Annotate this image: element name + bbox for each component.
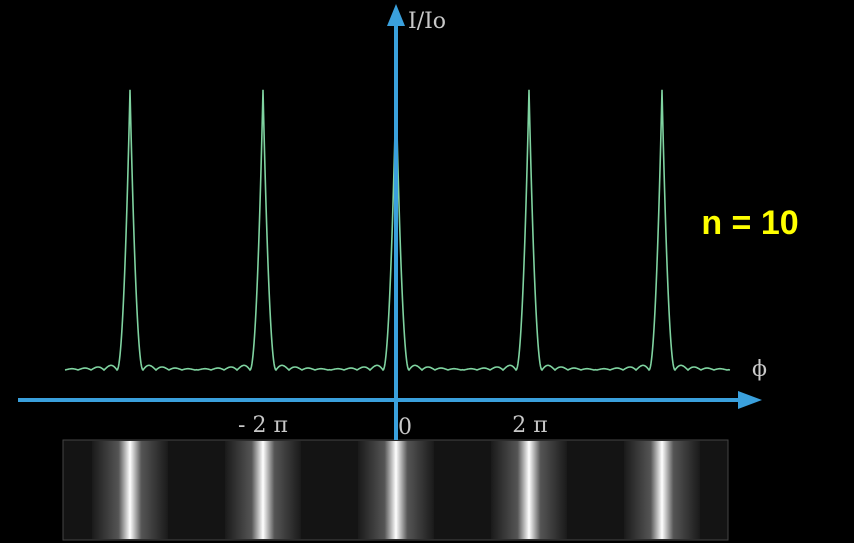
y-axis-label: I/Io bbox=[408, 9, 446, 34]
diagram: I/Io ϕ - 2 π 0 2 π n = 10 bbox=[0, 0, 854, 543]
x-tick-label: - 2 π bbox=[238, 413, 288, 438]
fringe bbox=[491, 441, 567, 539]
x-tick-label: 2 π bbox=[512, 413, 547, 438]
annotation: n = 10 bbox=[701, 204, 798, 242]
fringe bbox=[358, 441, 434, 539]
x-axis-label: ϕ bbox=[752, 357, 767, 382]
x-tick-label: 0 bbox=[398, 415, 412, 440]
fringe-pattern bbox=[63, 440, 728, 540]
fringe bbox=[624, 441, 700, 539]
fringe bbox=[92, 441, 168, 539]
fringe bbox=[225, 441, 301, 539]
